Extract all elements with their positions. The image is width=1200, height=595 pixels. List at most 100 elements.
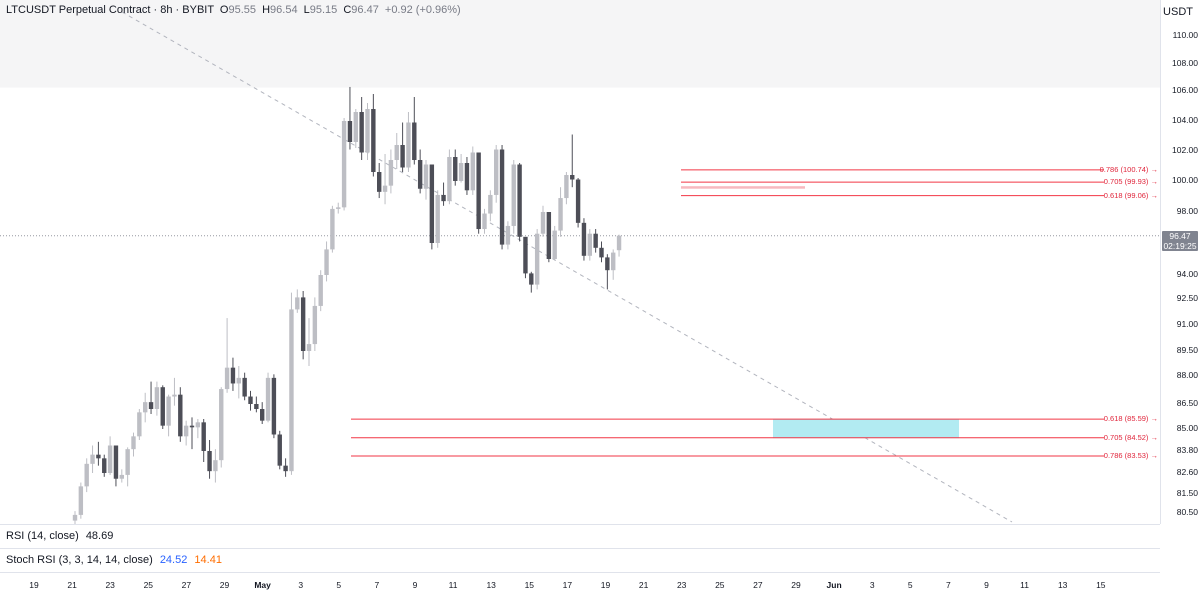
candle-body xyxy=(260,409,265,421)
time-tick: 9 xyxy=(984,580,989,590)
price-tick: 82.60 xyxy=(1176,467,1198,477)
fib-upper-band xyxy=(681,186,805,189)
time-tick: 23 xyxy=(676,580,687,590)
currency-label[interactable]: USDT xyxy=(1163,6,1193,18)
candle-body xyxy=(219,389,224,461)
fib-upper-0-label: 0.786 (100.74) → xyxy=(1099,164,1158,174)
time-tick: 7 xyxy=(374,580,380,590)
candle-body xyxy=(113,445,119,479)
stoch-k-value: 24.52 xyxy=(159,554,188,566)
candle-body xyxy=(353,112,358,142)
price-axis[interactable]: USDT 110.00 108.00 106.00 104.00 102.00 100.0… xyxy=(1160,0,1200,524)
candle-body xyxy=(242,377,247,397)
candle-body xyxy=(400,145,405,168)
downtrend-line xyxy=(121,11,1013,523)
candle-body xyxy=(494,149,499,195)
candle-body xyxy=(406,122,411,168)
stoch-rsi-pane[interactable]: Stoch RSI (3, 3, 14, 14, close) 24.52 14… xyxy=(0,548,1160,572)
time-tick: 27 xyxy=(181,580,192,590)
time-tick: 15 xyxy=(524,580,535,590)
high-label: H xyxy=(262,4,271,16)
time-tick: 25 xyxy=(143,580,154,590)
candle-body xyxy=(488,194,493,214)
price-tick: 94.00 xyxy=(1176,269,1198,279)
candle-body xyxy=(84,463,89,487)
candle-body xyxy=(295,297,300,310)
target-zone xyxy=(773,419,959,439)
candle-body xyxy=(435,194,440,243)
candle-body xyxy=(482,213,487,230)
candle-body xyxy=(382,185,388,192)
symbol-title[interactable]: LTCUSDT Perpetual Contract · 8h · BYBIT xyxy=(6,4,214,16)
fib-upper-2-label: 0.618 (99.06) → xyxy=(1103,190,1158,200)
candle-body xyxy=(271,377,277,435)
time-tick: 19 xyxy=(600,580,611,590)
candle-body xyxy=(160,387,165,426)
price-chart-pane[interactable]: LTCUSDT Perpetual Contract · 8h · BYBIT … xyxy=(0,0,1160,524)
candle-body xyxy=(277,434,282,466)
price-tick: 98.00 xyxy=(1176,206,1198,216)
candle-body xyxy=(224,367,230,390)
candlestick-chart[interactable] xyxy=(0,0,1160,524)
candle-body xyxy=(248,396,253,404)
candle-body xyxy=(546,212,552,259)
candle-body xyxy=(306,344,312,351)
candle-body xyxy=(72,514,78,521)
time-tick: 5 xyxy=(336,580,342,590)
candle-body xyxy=(324,249,329,275)
candle-body xyxy=(570,175,575,180)
candle-body xyxy=(458,163,464,181)
price-tick: 86.50 xyxy=(1176,398,1198,408)
time-tick: 11 xyxy=(448,580,458,590)
time-axis[interactable]: 19 21 23 25 27 29 May 3 5 7 9 11 13 15 17 19 21 23 25 27 29 J… xyxy=(0,572,1160,595)
fib-upper-1-label: 0.705 (99.93) → xyxy=(1103,177,1158,187)
close-value: 96.47 xyxy=(351,4,379,16)
candle-body xyxy=(102,458,107,473)
candle-body xyxy=(78,486,84,515)
candle-body xyxy=(195,422,201,428)
candle-body xyxy=(207,451,212,472)
candle-body xyxy=(312,305,318,345)
candle-body xyxy=(289,309,294,472)
fib-lower-1-label: 0.705 (84.52) → xyxy=(1103,432,1158,442)
candle-body xyxy=(423,164,429,189)
open-label: O xyxy=(219,4,229,16)
candle-body xyxy=(441,194,446,202)
candle-body xyxy=(587,233,592,256)
candle-body xyxy=(564,175,569,199)
price-tick: 102.00 xyxy=(1172,145,1198,155)
candle-body xyxy=(529,273,534,285)
candle-body xyxy=(511,164,516,226)
last-price-badge: 96.47 02:19:25 xyxy=(1162,231,1198,251)
candle-body xyxy=(534,233,540,285)
candle-body xyxy=(581,222,587,256)
candle-body xyxy=(347,121,353,142)
stoch-d-value: 14.41 xyxy=(194,554,222,566)
price-tick: 80.50 xyxy=(1176,507,1198,517)
rsi-label[interactable]: RSI (14, close) xyxy=(6,530,79,542)
time-tick: 29 xyxy=(791,580,801,590)
candle-body xyxy=(96,454,101,459)
candle-body xyxy=(107,445,113,473)
candle-body xyxy=(365,109,370,153)
price-tick: 108.00 xyxy=(1172,58,1198,68)
low-value: 95.15 xyxy=(309,4,338,16)
candle-body xyxy=(336,207,341,209)
bar-countdown: 02:19:25 xyxy=(1163,241,1197,251)
candle-body xyxy=(178,394,183,437)
time-tick: 11 xyxy=(1020,580,1030,590)
candle-body xyxy=(540,212,546,234)
rsi-pane[interactable]: RSI (14, close) 48.69 xyxy=(0,524,1160,548)
candle-body xyxy=(429,164,435,243)
candle-body xyxy=(90,454,95,464)
candle-body xyxy=(330,208,335,250)
candle-body xyxy=(201,422,206,451)
candle-body xyxy=(371,109,376,172)
time-tick: 3 xyxy=(869,580,875,590)
time-tick: May xyxy=(254,580,271,590)
price-tick: 88.00 xyxy=(1176,370,1198,380)
stoch-rsi-label[interactable]: Stoch RSI (3, 3, 14, 14, close) xyxy=(6,554,153,566)
time-tick: 21 xyxy=(638,580,649,590)
time-tick: 19 xyxy=(29,580,39,590)
candle-body xyxy=(318,275,323,306)
